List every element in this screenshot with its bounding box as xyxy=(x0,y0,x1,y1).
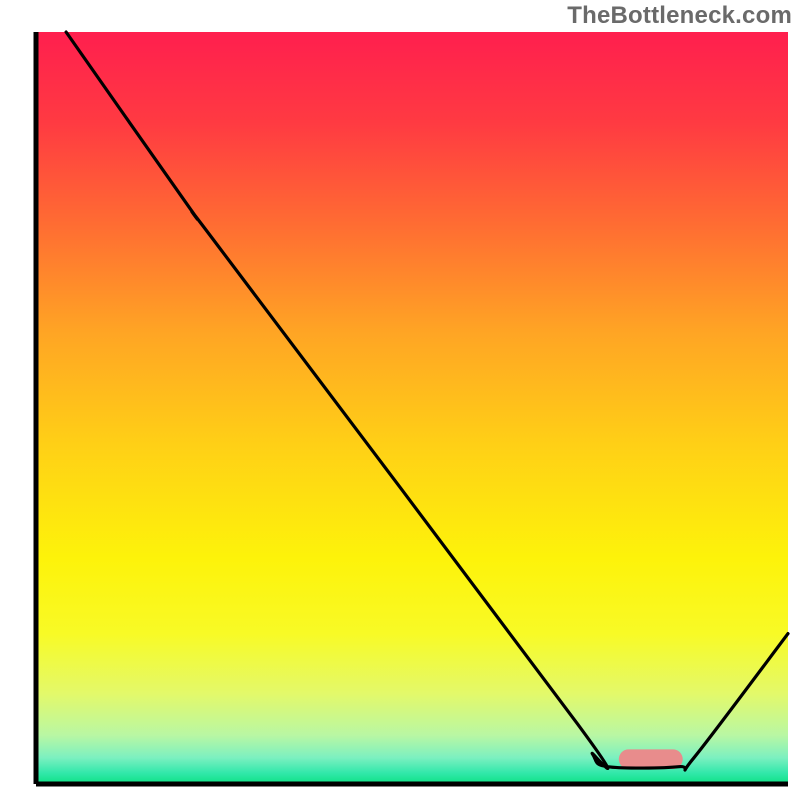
bottleneck-chart xyxy=(0,0,800,800)
chart-root: TheBottleneck.com xyxy=(0,0,800,800)
chart-background xyxy=(36,32,788,784)
watermark-text: TheBottleneck.com xyxy=(567,2,792,30)
